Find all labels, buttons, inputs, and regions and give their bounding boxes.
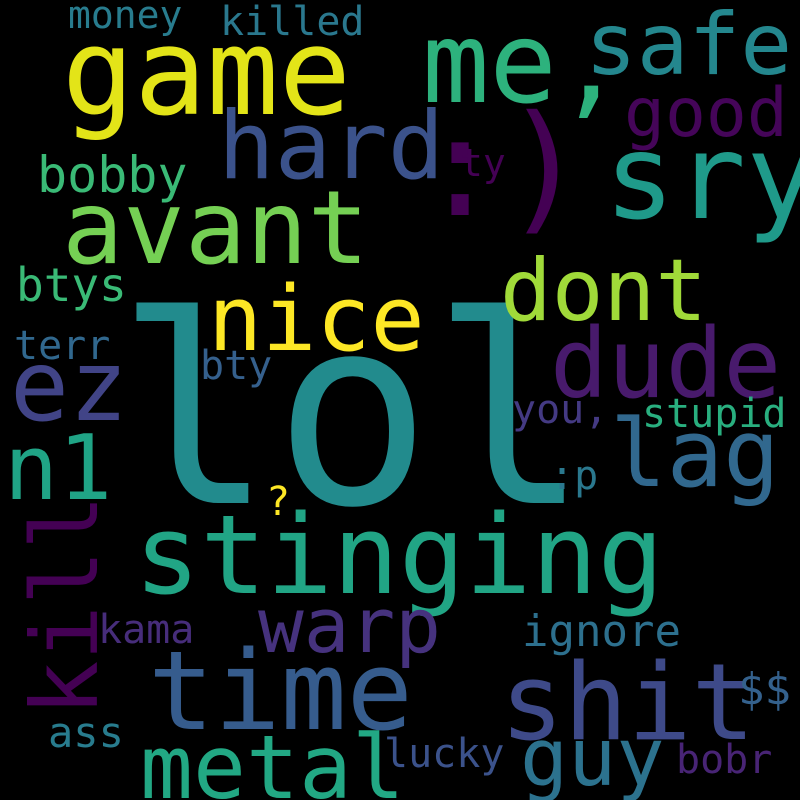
word-dollars: $$ — [738, 664, 791, 715]
word-btys: btys — [16, 258, 127, 312]
word-dont: dont — [500, 241, 708, 341]
word-kill: kill — [12, 494, 119, 716]
word-n1: n1 — [4, 416, 113, 521]
word-avant: avant — [62, 169, 370, 288]
word-ez: ez — [10, 330, 129, 444]
word-dude: dude — [550, 308, 782, 420]
word-bobby: bobby — [37, 146, 188, 204]
word-lol: lol — [116, 260, 590, 565]
word-lag: lag — [610, 400, 780, 509]
word-lucky: lucky — [384, 731, 505, 777]
word-good: good — [624, 74, 788, 153]
word-ty: ty — [460, 141, 506, 185]
word-metal: metal — [140, 716, 405, 800]
word-time: time — [148, 627, 413, 755]
word-ass: ass — [48, 708, 124, 757]
word-smiley: :) — [418, 86, 587, 249]
word-guy: guy — [520, 711, 665, 800]
word-you: you, — [512, 387, 609, 433]
word-ignore: ignore — [522, 606, 681, 657]
word-nice: nice — [208, 267, 425, 372]
word-bty: bty — [200, 343, 273, 389]
word-bobr: bobr — [676, 737, 773, 783]
word-killed: killed — [220, 0, 365, 45]
word-hard: hard — [218, 92, 445, 201]
word-game: game — [62, 4, 351, 143]
word-terr: terr — [14, 323, 111, 369]
word-stupid: stupid — [642, 391, 787, 437]
word-kama: kama — [98, 607, 195, 653]
word-money: money — [68, 0, 183, 37]
word-warp: warp — [258, 581, 442, 670]
word-shit: shit — [500, 641, 756, 764]
word-stinging: stinging — [134, 491, 664, 619]
word-p: :p — [550, 453, 599, 499]
word-question: ? — [266, 479, 291, 525]
word-sry: sry — [604, 108, 800, 246]
word-me: me, — [422, 0, 625, 129]
word-safe: safe — [585, 0, 793, 95]
